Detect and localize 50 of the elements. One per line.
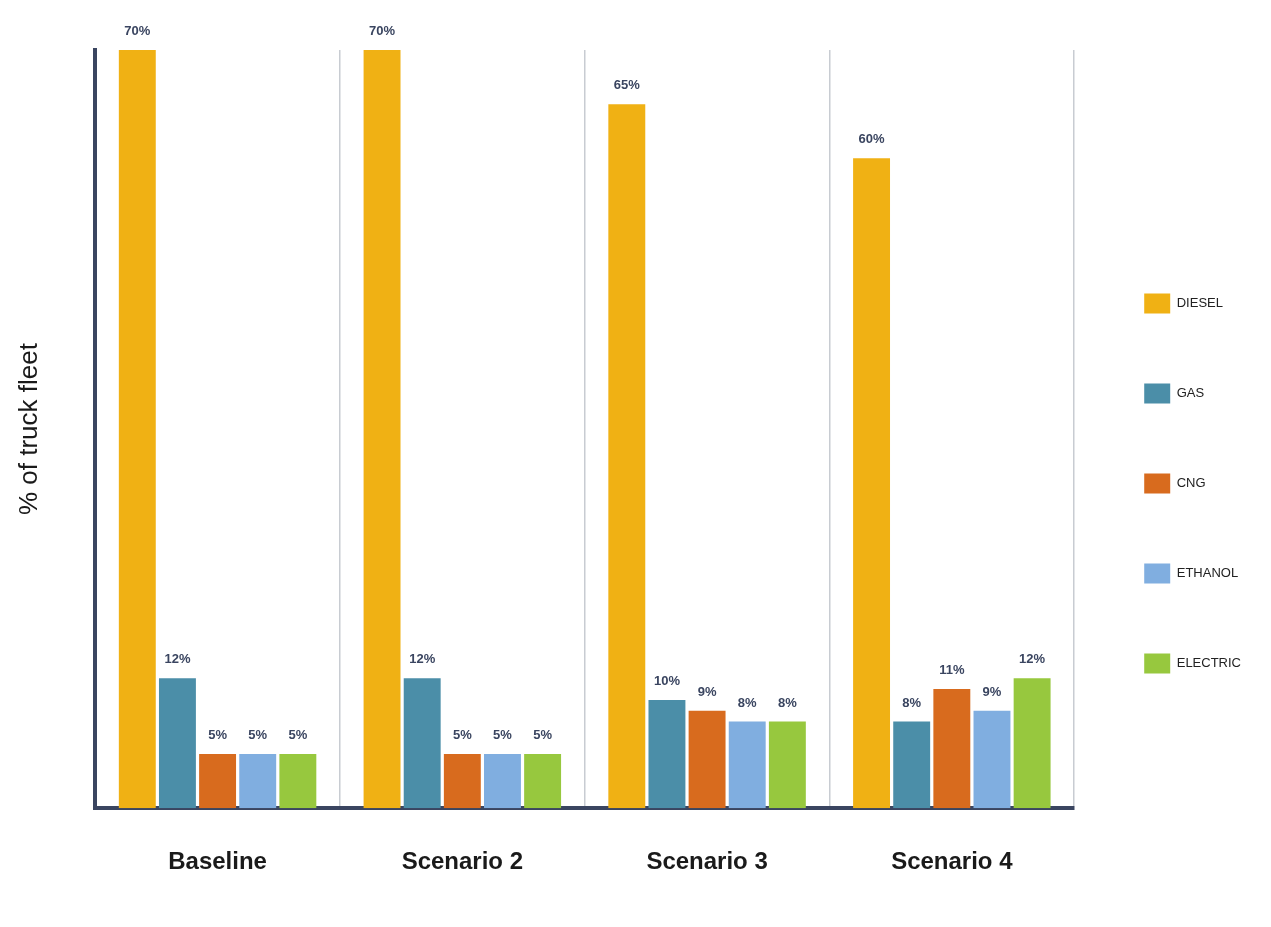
bar xyxy=(973,710,1011,809)
bar xyxy=(893,721,931,809)
bar xyxy=(363,50,401,809)
bar xyxy=(158,678,196,809)
bar xyxy=(648,699,686,809)
bar xyxy=(443,754,481,809)
legend-label: GAS xyxy=(1176,385,1205,401)
bar xyxy=(728,721,766,809)
data-label: 70% xyxy=(124,23,151,39)
data-label: 9% xyxy=(697,683,717,699)
data-label: 12% xyxy=(1019,651,1046,667)
bar xyxy=(239,754,277,809)
data-label: 9% xyxy=(982,683,1002,699)
bar xyxy=(608,104,646,809)
data-label: 70% xyxy=(369,23,396,39)
x-tick-label: Scenario 2 xyxy=(401,847,524,875)
data-label: 8% xyxy=(777,694,798,710)
data-label: 12% xyxy=(164,651,191,667)
bar xyxy=(524,754,562,809)
bar xyxy=(484,754,521,809)
y-axis-title: % of truck fleet xyxy=(12,342,43,516)
data-label: 65% xyxy=(613,77,641,93)
x-tick-label: Baseline xyxy=(168,847,267,875)
data-label: 11% xyxy=(939,662,965,678)
data-label: 60% xyxy=(858,131,885,147)
bar xyxy=(688,710,726,809)
data-label: 8% xyxy=(902,694,922,710)
data-label: 5% xyxy=(248,727,268,743)
data-label: 12% xyxy=(409,651,436,667)
x-tick-label: Scenario 3 xyxy=(646,847,768,875)
legend-label: DIESEL xyxy=(1176,295,1223,311)
bar xyxy=(1013,678,1051,809)
data-label: 5% xyxy=(452,727,473,743)
bar xyxy=(279,754,317,809)
bar xyxy=(768,721,806,809)
data-label: 5% xyxy=(288,727,308,743)
data-label: 10% xyxy=(653,672,681,688)
legend-label: ETHANOL xyxy=(1176,565,1239,581)
data-label: 5% xyxy=(208,727,228,743)
bar xyxy=(853,158,891,809)
bar xyxy=(403,678,441,809)
x-tick-label: Scenario 4 xyxy=(891,847,1014,875)
legend-label: CNG xyxy=(1176,475,1206,491)
data-label: 5% xyxy=(533,727,553,743)
legend-label: ELECTRIC xyxy=(1176,655,1242,671)
bar xyxy=(118,50,156,809)
data-label: 8% xyxy=(737,694,758,710)
data-label: 5% xyxy=(493,727,513,743)
bar xyxy=(199,754,237,809)
bar xyxy=(933,689,971,809)
